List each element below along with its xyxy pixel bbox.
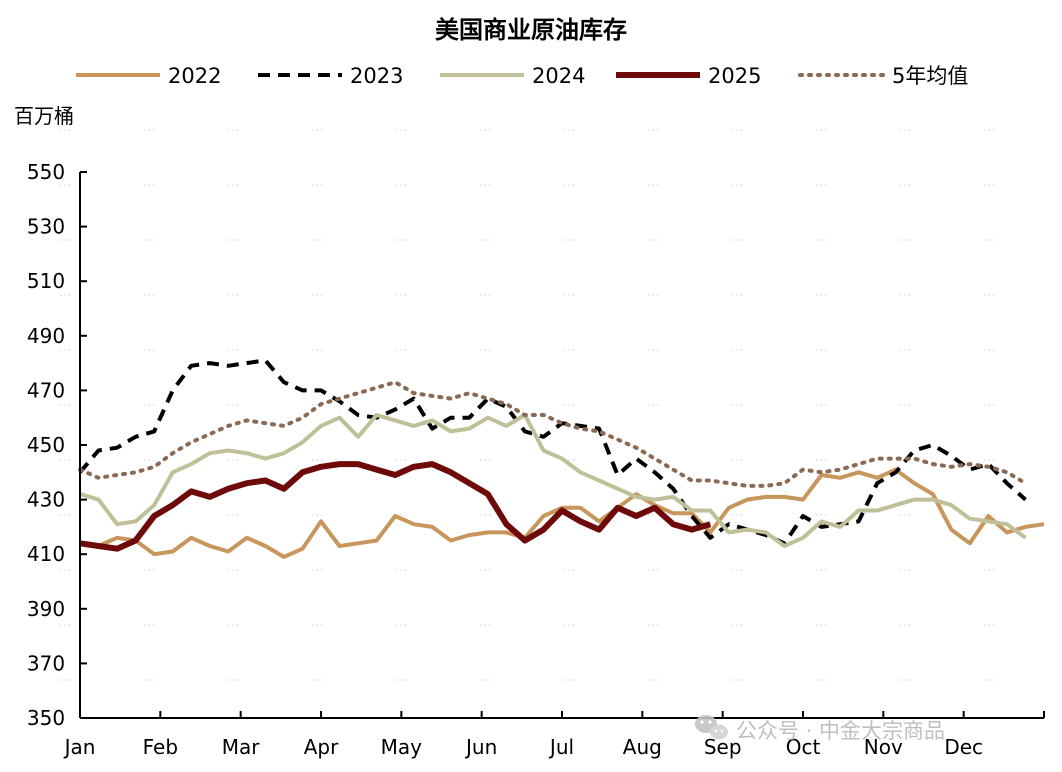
y-tick-label: 530 xyxy=(27,215,65,239)
y-axis-unit-label: 百万桶 xyxy=(14,104,74,128)
series-line-2025 xyxy=(79,461,712,552)
series-line-5年均值 xyxy=(78,380,1028,488)
x-tick-label: Jan xyxy=(63,735,96,759)
y-tick-label: 510 xyxy=(27,269,65,293)
wechat-icon xyxy=(695,715,728,740)
legend-label-2022: 2022 xyxy=(168,64,221,88)
y-tick-label: 410 xyxy=(27,542,65,566)
watermark-text: 公众号 · 中金大宗商品 xyxy=(736,719,945,743)
watermark: 公众号 · 中金大宗商品 xyxy=(695,715,945,743)
x-tick-label: Feb xyxy=(143,735,178,759)
x-tick-label: Dec xyxy=(944,735,983,759)
x-tick-label: May xyxy=(381,735,423,759)
legend-label-2025: 2025 xyxy=(708,64,761,88)
x-tick-label: Oct xyxy=(786,735,821,759)
x-tick-label: Jun xyxy=(464,735,497,759)
y-tick-label: 370 xyxy=(27,651,65,675)
legend-label-5年均值: 5年均值 xyxy=(892,64,968,88)
legend: 2022 2023 2024 2025 5年均值 xyxy=(76,64,968,88)
y-tick-label: 470 xyxy=(27,378,65,402)
series-line-2024 xyxy=(79,413,1027,548)
x-tick-label: Jul xyxy=(548,735,574,759)
background-dot-grid xyxy=(60,129,996,681)
plot-area xyxy=(78,358,1045,559)
y-tick-label: 550 xyxy=(27,160,65,184)
x-tick-label: Mar xyxy=(222,735,261,759)
y-tick-label: 350 xyxy=(27,706,65,730)
y-tick-label: 390 xyxy=(27,597,65,621)
y-tick-label: 430 xyxy=(27,488,65,512)
x-tick-label: Aug xyxy=(623,735,662,759)
y-tick-label: 490 xyxy=(27,324,65,348)
legend-label-2023: 2023 xyxy=(350,64,403,88)
legend-label-2024: 2024 xyxy=(532,64,585,88)
series-line-2023 xyxy=(78,358,1027,546)
x-tick-label: Apr xyxy=(304,735,339,759)
x-tick-label: Sep xyxy=(704,735,742,759)
x-tick-label: Nov xyxy=(864,735,903,759)
y-tick-label: 450 xyxy=(27,433,65,457)
axes: 350 370 390 410 430 450 470 490 510 530 550 Jan Feb M… xyxy=(27,160,1045,759)
chart-title: 美国商业原油库存 xyxy=(435,16,627,44)
